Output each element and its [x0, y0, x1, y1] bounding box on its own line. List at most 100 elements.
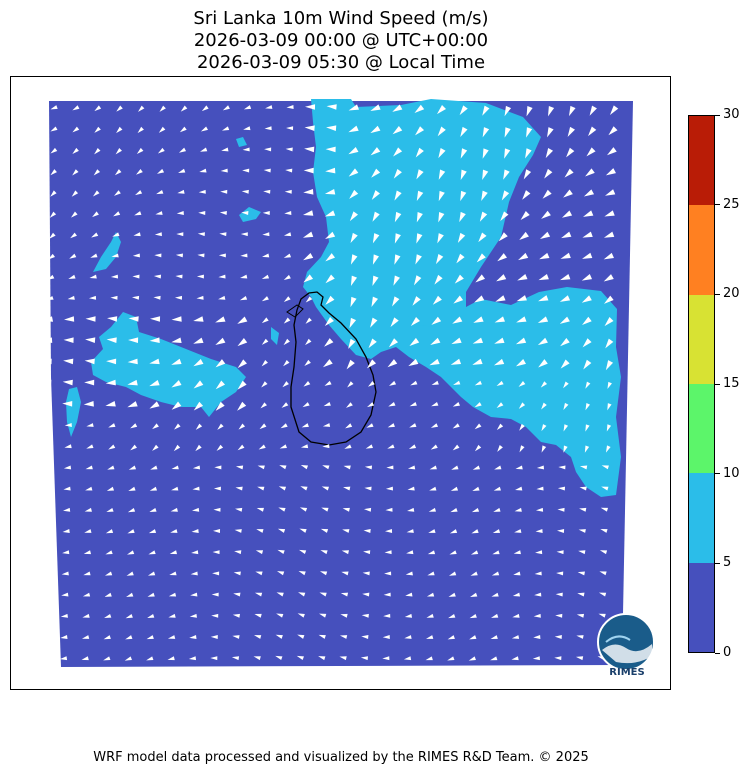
wind-arrow: [370, 104, 381, 111]
wind-arrow: [554, 635, 562, 639]
wind-arrow: [428, 529, 436, 533]
wind-arrow: [200, 126, 208, 132]
wind-arrow: [585, 168, 595, 177]
wind-arrow: [215, 401, 225, 411]
wind-arrow: [128, 486, 136, 491]
wind-arrow: [255, 550, 264, 555]
wind-vectors: [38, 104, 619, 661]
wind-arrow: [498, 232, 508, 242]
wind-arrow: [72, 169, 79, 176]
wind-arrow: [349, 211, 359, 222]
wind-arrow: [196, 295, 204, 300]
wind-arrow: [603, 295, 614, 304]
wind-arrow: [283, 274, 291, 280]
wind-arrow: [150, 316, 161, 322]
wind-arrow: [125, 635, 133, 640]
jaffna-peninsula-coastline: [286, 304, 304, 318]
wind-arrow: [85, 465, 93, 470]
wind-arrow: [566, 147, 575, 158]
wind-arrow: [254, 613, 262, 618]
wind-arrow: [104, 613, 112, 619]
wind-arrow: [261, 296, 269, 302]
wind-arrow: [431, 401, 439, 407]
wind-arrow: [513, 571, 521, 576]
wind-arrow: [431, 316, 442, 325]
wind-arrow: [387, 444, 395, 449]
wind-arrow: [127, 358, 138, 365]
wind-arrow: [171, 380, 182, 388]
wind-arrow: [64, 316, 75, 322]
wind-arrow: [325, 274, 335, 284]
wind-arrow: [599, 550, 608, 555]
wind-arrow: [605, 168, 616, 176]
wind-arrow: [91, 232, 99, 238]
wind-arrow: [89, 274, 97, 279]
wind-arrow: [468, 656, 476, 661]
wind-arrow: [127, 529, 135, 534]
wind-arrow: [242, 168, 250, 173]
wind-arrow: [111, 253, 119, 258]
wind-arrow: [408, 358, 419, 367]
wind-arrow: [519, 423, 525, 431]
wind-arrow: [112, 232, 120, 237]
wind-arrow: [511, 635, 520, 639]
wind-arrow: [534, 592, 542, 597]
wind-arrow: [372, 211, 380, 222]
wind-arrow: [544, 168, 553, 179]
wind-arrow: [107, 316, 118, 322]
wind-arrow: [325, 167, 336, 174]
wind-arrow: [132, 274, 140, 279]
wind-arrow: [599, 571, 607, 576]
wind-arrow: [92, 211, 99, 218]
wind-arrow: [283, 338, 290, 346]
wind-arrow: [460, 148, 468, 159]
wind-arrow: [212, 550, 220, 555]
wind-arrow: [515, 486, 523, 491]
wind-arrow: [148, 529, 157, 534]
colorbar-label-20: 20: [723, 286, 740, 302]
wind-arrow: [568, 105, 576, 117]
wind-arrow: [452, 423, 460, 429]
wind-arrow: [557, 507, 565, 512]
wind-arrow: [234, 550, 242, 555]
wind-arrow: [64, 444, 72, 449]
wind-arrow: [350, 254, 358, 265]
wind-arrow: [563, 424, 569, 432]
wind-arrow: [259, 423, 267, 430]
wind-arrow: [603, 274, 614, 282]
colorbar-label-15: 15: [723, 376, 740, 391]
wind-arrow: [450, 358, 462, 365]
wind-arrow: [584, 445, 590, 453]
wind-arrow: [325, 146, 336, 153]
wind-arrow: [325, 253, 336, 262]
wind-arrow: [254, 592, 263, 597]
wind-arrow: [126, 571, 134, 576]
wind-arrow: [104, 571, 113, 576]
wind-arrow: [171, 316, 182, 322]
wind-arrow: [363, 507, 372, 512]
wind-arrow: [276, 592, 284, 597]
wind-arrow: [348, 125, 359, 133]
wind-arrow: [126, 550, 135, 555]
wind-arrow: [149, 486, 158, 491]
wind-arrow: [361, 635, 369, 639]
wind-arrow: [350, 296, 357, 308]
wind-arrow: [261, 360, 268, 367]
wind-arrow: [582, 316, 592, 326]
wind-arrow: [557, 529, 565, 533]
wind-arrow: [452, 402, 460, 407]
wind-arrow: [556, 571, 564, 576]
colorbar-segment-0: [689, 562, 714, 652]
colorbar-label-30: 30: [723, 107, 740, 122]
wind-arrow: [283, 317, 291, 324]
wind-arrow: [137, 126, 144, 134]
wind-arrow: [61, 592, 69, 597]
wind-arrow: [343, 465, 351, 470]
wind-arrow: [605, 445, 611, 453]
wind-arrow: [110, 274, 119, 279]
wind-arrow: [526, 106, 533, 117]
wind-arrow: [585, 424, 590, 432]
wind-arrow: [193, 337, 204, 344]
wind-arrow: [191, 507, 200, 512]
wind-arrow: [220, 189, 228, 194]
